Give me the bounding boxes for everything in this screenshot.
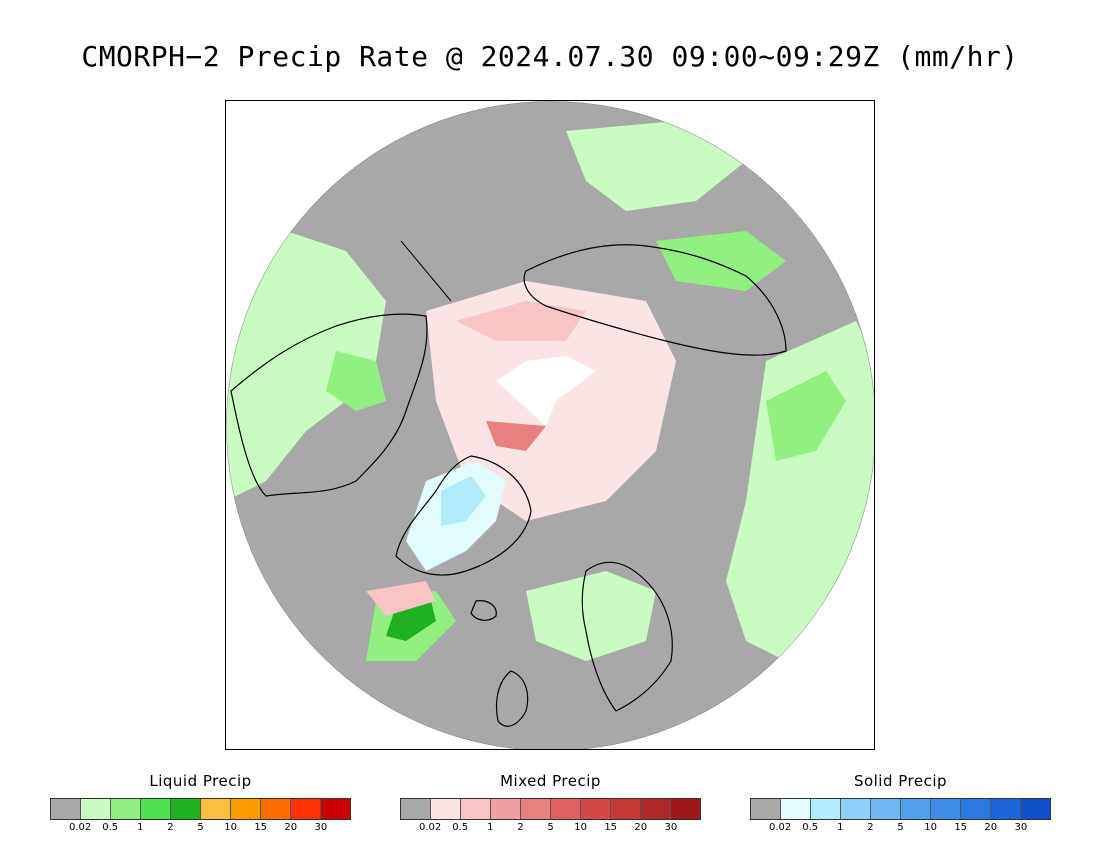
legend-tick-label: 2 [867, 822, 874, 833]
legend-swatch-5 [201, 799, 231, 819]
pole-data-gap [496, 356, 596, 426]
legend-swatch-0 [401, 799, 431, 819]
legend-swatch-4 [521, 799, 551, 819]
mixed-precip-sector [486, 421, 546, 451]
legend-swatch-3 [841, 799, 871, 819]
legend-swatch-8 [991, 799, 1021, 819]
coastlines [230, 244, 787, 727]
legend-title: Solid Precip [853, 772, 948, 790]
legend-tick-label: 10 [224, 822, 237, 833]
legend-tick-label: 0.02 [418, 822, 442, 833]
legend-swatch-4 [171, 799, 201, 819]
coastline-scandinavia [581, 561, 673, 712]
coastline-greenland [395, 455, 532, 576]
legend-swatch-1 [81, 799, 111, 819]
legend-tick-label: 15 [604, 822, 618, 833]
legend-tick-label: 10 [924, 822, 937, 833]
legend-tick-label: 0.02 [68, 822, 92, 833]
legend-swatch-9 [1021, 799, 1050, 819]
legend-tick-label: 15 [254, 822, 268, 833]
legend-ticks: 0.02 0.5 1 2 5 10 15 20 30 [400, 822, 701, 836]
mixed-precip-greenland-south [366, 581, 436, 616]
legend-tick-label: 5 [197, 822, 204, 833]
legend-swatch-1 [431, 799, 461, 819]
legend-swatch-1 [781, 799, 811, 819]
legend-swatch-2 [111, 799, 141, 819]
solid-precip-greenland-moderate [441, 476, 486, 526]
legend-tick-label: 15 [954, 822, 968, 833]
legend-swatch-8 [291, 799, 321, 819]
legend-tick-label: 5 [897, 822, 904, 833]
legend-swatch-0 [751, 799, 781, 819]
map-disc-edge [226, 101, 874, 749]
polar-map-svg [226, 101, 874, 749]
coastline-iceland [470, 600, 497, 621]
legend-swatch-3 [141, 799, 171, 819]
page-title: CMORPH−2 Precip Rate @ 2024.07.30 09:00~… [81, 40, 1019, 73]
legend-swatches [50, 798, 351, 820]
mixed-precip-arctic-moderate [456, 301, 586, 341]
legend-tick-label: 30 [314, 822, 328, 833]
legend-tick-label: 20 [634, 822, 648, 833]
legend-swatch-5 [551, 799, 581, 819]
legend-swatch-2 [461, 799, 491, 819]
legend-tick-label: 2 [517, 822, 524, 833]
legend-title: Mixed Precip [500, 772, 601, 790]
liquid-precip-west [226, 231, 386, 501]
legend-swatch-0 [51, 799, 81, 819]
liquid-precip-east-moderate [766, 371, 846, 461]
legend-tick-label: 0.5 [102, 822, 119, 833]
legend-swatch-6 [581, 799, 611, 819]
legend-swatch-3 [491, 799, 521, 819]
legend-tick-label: 20 [984, 822, 998, 833]
legend-swatch-9 [321, 799, 350, 819]
legend-swatch-6 [931, 799, 961, 819]
legend-tick-label: 2 [167, 822, 174, 833]
legend-liquid: Liquid Precip 0.02 0.5 1 2 5 10 15 20 30 [50, 772, 351, 836]
coastline-uk [495, 670, 529, 727]
legend-tick-label: 30 [1014, 822, 1028, 833]
legend-tick-label: 20 [284, 822, 298, 833]
legend-tick-label: 0.5 [452, 822, 469, 833]
legend-swatch-7 [261, 799, 291, 819]
legend-tick-label: 10 [574, 822, 587, 833]
legend-ticks: 0.02 0.5 1 2 5 10 15 20 30 [50, 822, 351, 836]
legend-swatch-2 [811, 799, 841, 819]
legend-tick-label: 1 [137, 822, 144, 833]
legend-swatch-7 [611, 799, 641, 819]
liquid-precip-siberia [566, 121, 746, 211]
coastline-siberia [523, 244, 787, 356]
liquid-precip-west-moderate [326, 351, 386, 411]
coastline-canada [230, 313, 428, 497]
legend-swatch-4 [871, 799, 901, 819]
legend-solid: Solid Precip 0.02 0.5 1 2 5 10 15 20 30 [750, 772, 1051, 836]
liquid-precip-north-pacific [656, 231, 786, 291]
legend-tick-label: 0.02 [768, 822, 792, 833]
date-line [400, 240, 452, 302]
legend-tick-label: 0.5 [802, 822, 819, 833]
legend-ticks: 0.02 0.5 1 2 5 10 15 20 30 [750, 822, 1051, 836]
legend-swatch-5 [901, 799, 931, 819]
legend-swatches [750, 798, 1051, 820]
legend-swatch-9 [671, 799, 700, 819]
legend-swatch-8 [641, 799, 671, 819]
legend-swatch-6 [231, 799, 261, 819]
precip-map [225, 100, 875, 750]
legend-title: Liquid Precip [149, 772, 252, 790]
legend-tick-label: 30 [664, 822, 678, 833]
map-disc [226, 101, 874, 749]
liquid-precip-scandinavia [526, 571, 656, 661]
legend-mixed: Mixed Precip 0.02 0.5 1 2 5 10 15 20 30 [400, 772, 701, 836]
legend-tick-label: 1 [487, 822, 494, 833]
legend-swatch-7 [961, 799, 991, 819]
legend-swatches [400, 798, 701, 820]
legend-tick-label: 1 [837, 822, 844, 833]
legend-tick-label: 5 [547, 822, 554, 833]
